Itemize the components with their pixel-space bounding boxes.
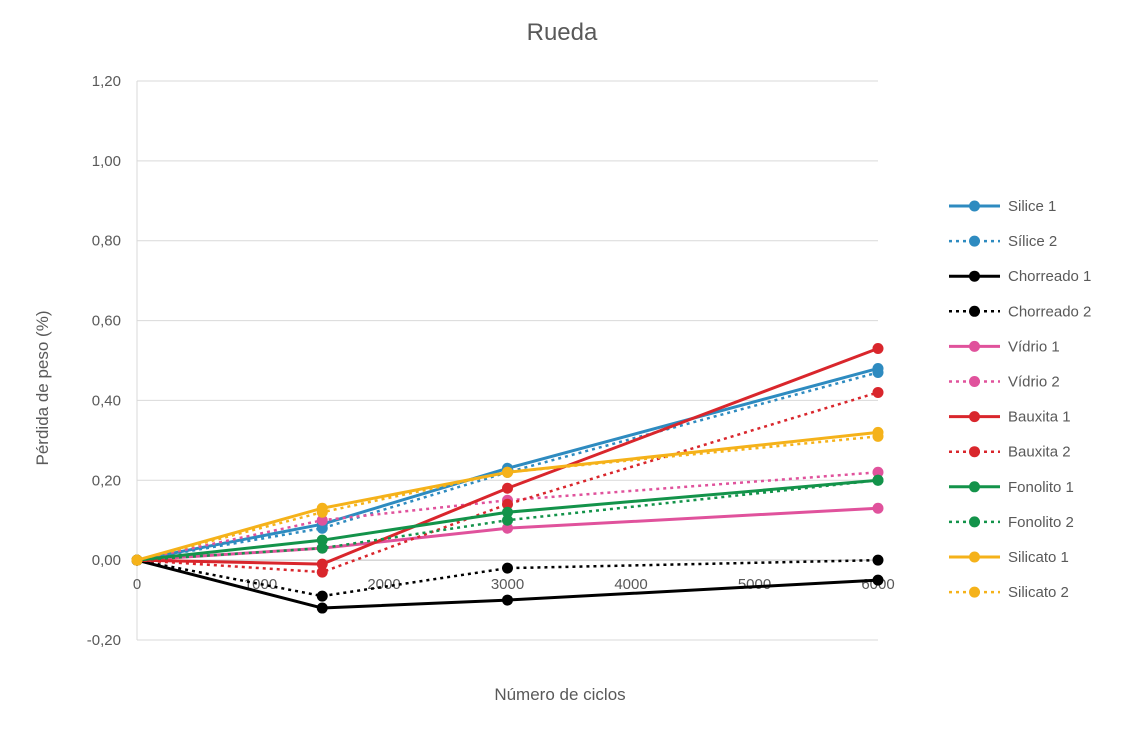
y-tick-label: 1,00	[92, 153, 121, 170]
y-tick-label: 0,20	[92, 472, 121, 489]
data-point	[502, 466, 513, 478]
data-point	[316, 514, 328, 526]
axes: -0,200,000,200,400,600,801,001,200 1000 20…	[87, 73, 895, 649]
x-tick-label: 5000	[738, 576, 771, 593]
data-point	[502, 514, 513, 526]
legend-marker	[969, 340, 980, 352]
legend-label: Silicato 2	[1008, 584, 1069, 601]
series-silicato-2	[131, 430, 884, 566]
x-tick-label: 4000	[614, 576, 647, 593]
y-axis-title: Pérdida de peso (%)	[33, 311, 52, 466]
legend-marker	[969, 551, 980, 563]
series-line	[136, 391, 879, 574]
legend-marker	[969, 516, 980, 528]
x-tick-label: 3000	[491, 576, 524, 593]
data-point	[872, 430, 884, 442]
data-point	[502, 506, 513, 518]
legend-item: Fonolito 1	[949, 479, 1074, 496]
data-point	[502, 522, 513, 534]
data-point	[316, 558, 328, 570]
y-tick-label: 1,20	[92, 73, 121, 90]
y-tick-label: 0,80	[92, 233, 121, 250]
data-point	[872, 366, 884, 378]
data-point	[316, 534, 328, 546]
data-point	[316, 566, 328, 578]
series-line	[136, 471, 879, 562]
data-point	[872, 474, 884, 486]
data-point	[502, 562, 513, 574]
data-point	[316, 590, 328, 602]
legend-item: Silicato 1	[949, 549, 1069, 566]
data-point	[502, 594, 513, 606]
legend-label: Fonolito 1	[1008, 479, 1074, 496]
series-line	[136, 430, 879, 562]
legend-marker	[969, 376, 980, 387]
legend-item: Sílice 2	[949, 233, 1057, 250]
data-point	[316, 602, 328, 614]
data-point	[502, 482, 513, 494]
x-tick-label: 0	[133, 576, 141, 593]
data-point	[131, 554, 143, 566]
data-point	[872, 574, 884, 586]
data-point	[872, 386, 884, 398]
legend-label: Silice 1	[1008, 198, 1056, 215]
y-tick-label: 0,00	[92, 552, 121, 569]
series-silice-1	[131, 362, 884, 566]
legend-item: Vídrio 2	[949, 374, 1060, 391]
legend-label: Vídrio 1	[1008, 338, 1060, 355]
legend-label: Chorreado 2	[1008, 303, 1091, 320]
series-line	[136, 371, 879, 562]
series-line	[136, 558, 879, 598]
legend-item: Silicato 2	[949, 584, 1069, 601]
data-point	[316, 522, 328, 534]
x-axis-title: Número de ciclos	[494, 685, 625, 704]
series-bauxita-1	[131, 343, 884, 570]
legend-marker	[969, 481, 980, 493]
series-line	[136, 479, 879, 562]
series-line	[136, 558, 879, 610]
legend-label: Bauxita 1	[1008, 409, 1071, 426]
legend-item: Chorreado 2	[949, 303, 1091, 320]
legend-marker	[969, 235, 980, 247]
data-point	[872, 554, 884, 566]
legend-marker	[969, 446, 980, 458]
legend-item: Bauxita 2	[949, 444, 1071, 461]
gridlines	[137, 80, 878, 641]
data-point	[872, 466, 884, 478]
legend-marker	[969, 586, 980, 598]
legend-item: Fonolito 2	[949, 514, 1074, 531]
legend-label: Fonolito 2	[1008, 514, 1074, 531]
data-point	[316, 506, 328, 518]
legend-marker	[969, 200, 980, 212]
legend-marker	[969, 305, 980, 317]
y-tick-label: 0,60	[92, 313, 121, 330]
legend-marker	[969, 270, 980, 282]
y-tick-label: -0,20	[87, 632, 121, 649]
y-tick-label: 0,40	[92, 392, 121, 409]
legend-item: Silice 1	[949, 198, 1056, 215]
legend-item: Bauxita 1	[949, 409, 1071, 426]
data-point	[872, 502, 884, 514]
legend-label: Sílice 2	[1008, 233, 1057, 250]
legend-label: Silicato 1	[1008, 549, 1069, 566]
legend-label: Vídrio 2	[1008, 374, 1060, 391]
legend-marker	[969, 411, 980, 423]
legend-label: Bauxita 2	[1008, 444, 1071, 461]
data-point	[502, 498, 513, 510]
legend-item: Chorreado 1	[949, 268, 1091, 285]
x-tick-label: 2000	[367, 576, 400, 593]
series-group	[131, 343, 884, 614]
data-point	[316, 542, 328, 554]
legend-item: Vídrio 1	[949, 338, 1060, 355]
legend-label: Chorreado 1	[1008, 268, 1091, 285]
series-line	[136, 478, 879, 562]
chart-title: Rueda	[527, 19, 598, 46]
data-point	[872, 343, 884, 355]
legend: Silice 1 Sílice 2 Chorreado 1 Chorreado 2 Ví…	[949, 198, 1091, 601]
